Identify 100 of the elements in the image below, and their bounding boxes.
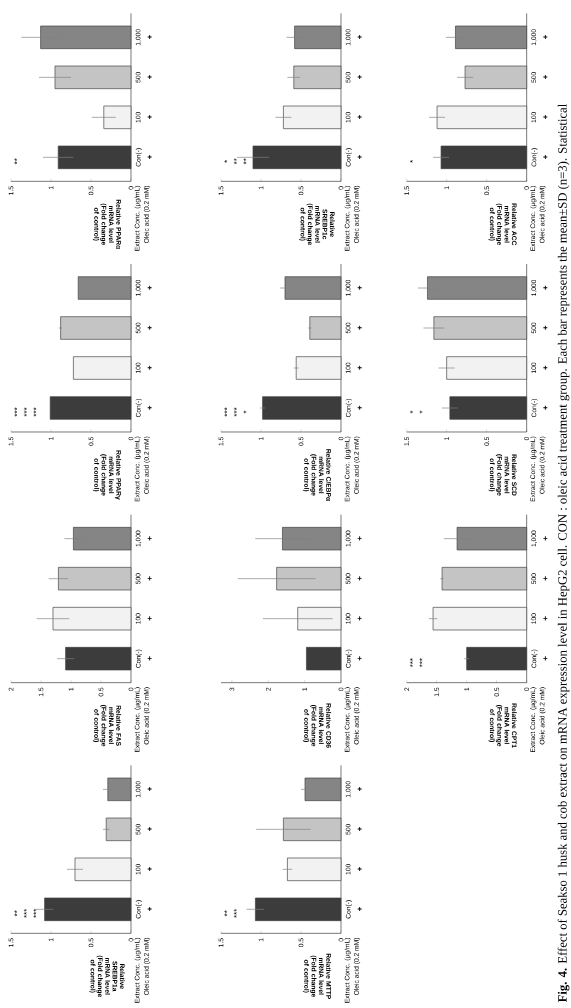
text: +	[357, 325, 362, 330]
text: +	[147, 786, 152, 792]
bar	[466, 646, 527, 671]
bar	[54, 65, 132, 90]
text: +	[543, 114, 548, 120]
annotation: *	[409, 159, 413, 163]
text: +	[147, 114, 152, 120]
bar	[455, 25, 527, 50]
bar	[255, 897, 342, 921]
bar	[284, 276, 342, 300]
text: +	[543, 285, 548, 290]
bar	[103, 105, 132, 130]
text: +	[357, 285, 362, 290]
annotation: ***	[409, 658, 413, 668]
text: Fig. 4. Effect of Seakso 1 husk and cob extract on mRNA expression level in HepG2 cell. CON : oleic acid treatment group. Each bar represents the mean±SD (n=3). Statistical	[557, 104, 570, 1003]
text: +	[357, 866, 362, 872]
bar	[73, 356, 132, 380]
bar	[440, 145, 527, 170]
annotation: **	[14, 158, 18, 165]
text: +	[543, 365, 548, 370]
bar	[306, 646, 342, 671]
bar	[44, 897, 132, 921]
text: +	[357, 405, 362, 410]
text: +	[147, 74, 152, 80]
bar	[293, 65, 342, 90]
text: +	[147, 34, 152, 40]
annotation: ***	[233, 407, 237, 417]
text: +	[543, 34, 548, 40]
annotation: ***	[33, 407, 37, 417]
bar	[252, 145, 342, 170]
bar	[58, 566, 132, 591]
bar	[283, 105, 342, 130]
bar	[436, 105, 527, 130]
text: +	[147, 154, 152, 160]
text: +	[147, 616, 152, 621]
bar	[262, 396, 342, 420]
text: +	[147, 826, 152, 832]
text: +	[357, 365, 362, 370]
text: +	[357, 34, 362, 40]
annotation: ***	[23, 407, 27, 417]
annotation: *	[419, 410, 423, 414]
text: +	[357, 74, 362, 80]
text: +	[543, 74, 548, 80]
text: +	[543, 536, 548, 541]
text: +	[147, 405, 152, 410]
annotation: **	[233, 158, 237, 165]
text: +	[543, 405, 548, 410]
text: +	[147, 906, 152, 912]
text: +	[543, 325, 548, 330]
bar	[449, 396, 527, 420]
text: +	[147, 365, 152, 370]
text: +	[357, 114, 362, 120]
text: +	[357, 616, 362, 621]
bar	[433, 316, 527, 340]
bar	[52, 607, 132, 631]
text: +	[357, 906, 362, 912]
text: +	[357, 656, 362, 661]
text: +	[147, 866, 152, 872]
annotation: ***	[419, 658, 423, 668]
text: +	[357, 154, 362, 160]
text: +	[357, 786, 362, 792]
text: +	[543, 656, 548, 661]
text: +	[543, 576, 548, 581]
bar	[74, 857, 132, 881]
bar	[282, 527, 342, 551]
text: +	[147, 325, 152, 330]
bar	[105, 817, 132, 842]
text: +	[147, 656, 152, 661]
bar	[304, 777, 342, 802]
annotation: *	[224, 159, 228, 163]
annotation: ***	[224, 407, 228, 417]
bar	[107, 777, 132, 802]
bar	[57, 145, 132, 170]
annotation: **	[14, 910, 18, 917]
annotation: ***	[23, 908, 27, 918]
bar	[73, 527, 132, 551]
bar	[77, 276, 132, 300]
annotation: ***	[233, 908, 237, 918]
annotation: **	[224, 910, 228, 917]
text: +	[147, 285, 152, 290]
bar	[283, 817, 342, 842]
bar	[446, 356, 527, 380]
bar	[432, 607, 527, 631]
bar	[49, 396, 132, 420]
annotation: *	[409, 410, 413, 414]
bar	[441, 566, 527, 591]
text: +	[147, 576, 152, 581]
text: +	[357, 826, 362, 832]
text: +	[357, 536, 362, 541]
annotation: **	[243, 158, 247, 165]
bar	[65, 646, 132, 671]
bar	[60, 316, 132, 340]
annotation: ***	[33, 908, 37, 918]
annotation: ***	[14, 407, 18, 417]
text: +	[543, 154, 548, 160]
annotation: *	[243, 410, 247, 414]
text: +	[357, 576, 362, 581]
bar	[287, 857, 342, 881]
bar	[309, 316, 342, 340]
text: +	[147, 536, 152, 541]
